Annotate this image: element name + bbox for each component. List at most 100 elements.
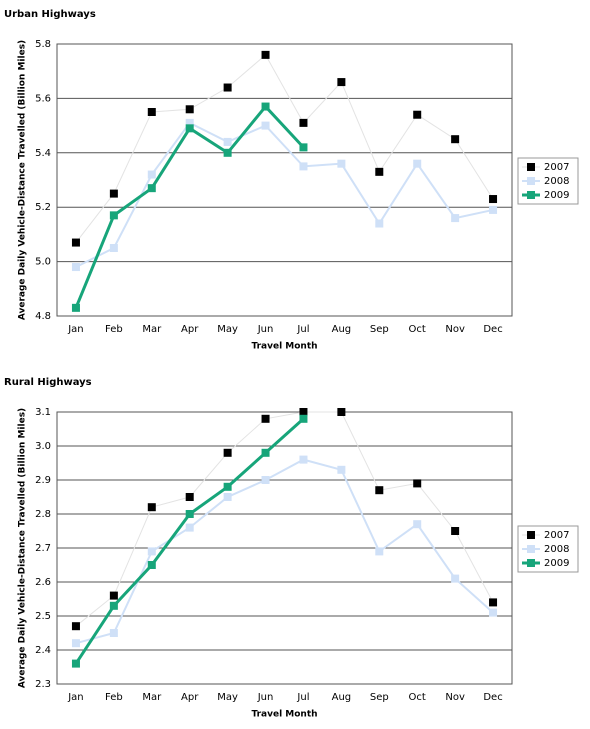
legend-marker — [527, 177, 535, 185]
data-point — [299, 408, 308, 416]
y-tick-label: 5.6 — [35, 93, 51, 104]
data-point — [489, 608, 498, 617]
data-point — [71, 639, 80, 648]
y-tick-label: 2.9 — [35, 475, 51, 486]
data-point — [261, 102, 270, 111]
y-axis-label: Average Daily Vehicle-Distance Travelled… — [18, 40, 28, 320]
data-point — [71, 263, 80, 272]
x-tick-label: Mar — [142, 692, 162, 703]
data-point — [223, 493, 232, 501]
data-point — [109, 601, 118, 610]
legend-marker — [527, 191, 535, 199]
y-tick-label: 5.0 — [35, 257, 51, 268]
x-axis-label: Travel Month — [251, 342, 317, 352]
x-tick-label: Jul — [296, 324, 309, 335]
data-point — [299, 455, 308, 464]
data-point — [223, 137, 232, 146]
data-point — [413, 520, 422, 529]
legend-marker — [527, 163, 535, 171]
data-point — [261, 448, 270, 457]
y-tick-label: 5.2 — [35, 202, 51, 213]
x-tick-label: Aug — [332, 692, 352, 703]
y-tick-label: 2.7 — [35, 543, 51, 554]
y-tick-label: 3.1 — [35, 407, 51, 418]
data-point — [109, 591, 118, 600]
x-tick-label: Nov — [445, 324, 465, 335]
data-point — [71, 303, 80, 312]
data-point — [147, 184, 156, 193]
y-tick-label: 2.6 — [35, 577, 51, 588]
data-point — [337, 465, 346, 474]
data-point — [223, 482, 232, 491]
data-point — [451, 135, 460, 144]
x-tick-label: May — [217, 692, 238, 703]
legend-label: 2008 — [544, 176, 569, 187]
x-tick-label: Feb — [105, 324, 123, 335]
y-tick-label: 2.3 — [35, 679, 51, 690]
data-point — [299, 162, 308, 171]
data-point — [337, 159, 346, 168]
data-point — [375, 547, 384, 556]
x-tick-label: Oct — [409, 324, 426, 335]
data-point — [299, 118, 308, 127]
data-point — [413, 479, 422, 488]
legend-label: 2009 — [544, 558, 569, 569]
x-tick-label: Dec — [483, 324, 502, 335]
x-tick-label: Nov — [445, 692, 465, 703]
data-point — [261, 414, 270, 423]
x-axis-label: Travel Month — [251, 710, 317, 720]
chart: Urban Highways 4.8 5.0 5.2 5.4 5.6 5.8 Jan Feb Ma… — [4, 9, 579, 352]
x-tick-label: Dec — [483, 692, 502, 703]
data-point — [185, 493, 194, 501]
y-axis-label: Average Daily Vehicle-Distance Travelled… — [18, 408, 28, 688]
x-tick-label: Jan — [67, 692, 83, 703]
legend-marker — [527, 559, 535, 567]
x-tick-label: Aug — [332, 324, 352, 335]
legend-marker — [527, 545, 535, 553]
data-point — [185, 523, 194, 532]
data-point — [185, 124, 194, 133]
x-tick-label: Jul — [296, 692, 309, 703]
data-point — [71, 659, 80, 668]
data-point — [71, 238, 80, 247]
data-point — [147, 547, 156, 556]
data-point — [261, 50, 270, 59]
x-tick-label: Mar — [142, 324, 162, 335]
data-point — [223, 148, 232, 157]
x-tick-label: Oct — [409, 692, 426, 703]
x-tick-label: Jun — [257, 324, 274, 335]
data-point — [375, 486, 384, 495]
data-point — [109, 189, 118, 198]
data-point — [185, 510, 194, 518]
data-point — [337, 78, 346, 87]
series-line — [75, 121, 494, 268]
data-point — [185, 118, 194, 127]
x-tick-label: Jan — [67, 324, 83, 335]
data-point — [261, 121, 270, 130]
legend-label: 2007 — [544, 530, 569, 541]
chart-title: Urban Highways — [4, 9, 96, 20]
legend-label: 2008 — [544, 544, 569, 555]
y-tick-label: 2.8 — [35, 509, 51, 520]
chart: Rural Highways 2.3 2.4 2.5 2.6 2.7 2.8 2.9 3.0 3.… — [4, 377, 579, 720]
legend-label: 2007 — [544, 162, 569, 173]
chart-title: Rural Highways — [4, 377, 92, 388]
x-tick-label: Apr — [181, 324, 199, 335]
legend-label: 2009 — [544, 190, 569, 201]
legend-marker — [527, 531, 535, 539]
data-point — [147, 561, 156, 569]
y-tick-label: 2.4 — [35, 645, 51, 656]
data-point — [337, 408, 346, 416]
data-point — [109, 629, 118, 637]
series-line — [75, 54, 494, 243]
data-point — [451, 214, 460, 223]
x-tick-label: May — [217, 324, 238, 335]
data-point — [375, 167, 384, 176]
data-point — [299, 414, 308, 423]
x-tick-label: Apr — [181, 692, 199, 703]
data-point — [223, 83, 232, 92]
data-point — [489, 598, 498, 607]
data-point — [413, 110, 422, 119]
data-point — [223, 448, 232, 457]
data-point — [109, 211, 118, 220]
